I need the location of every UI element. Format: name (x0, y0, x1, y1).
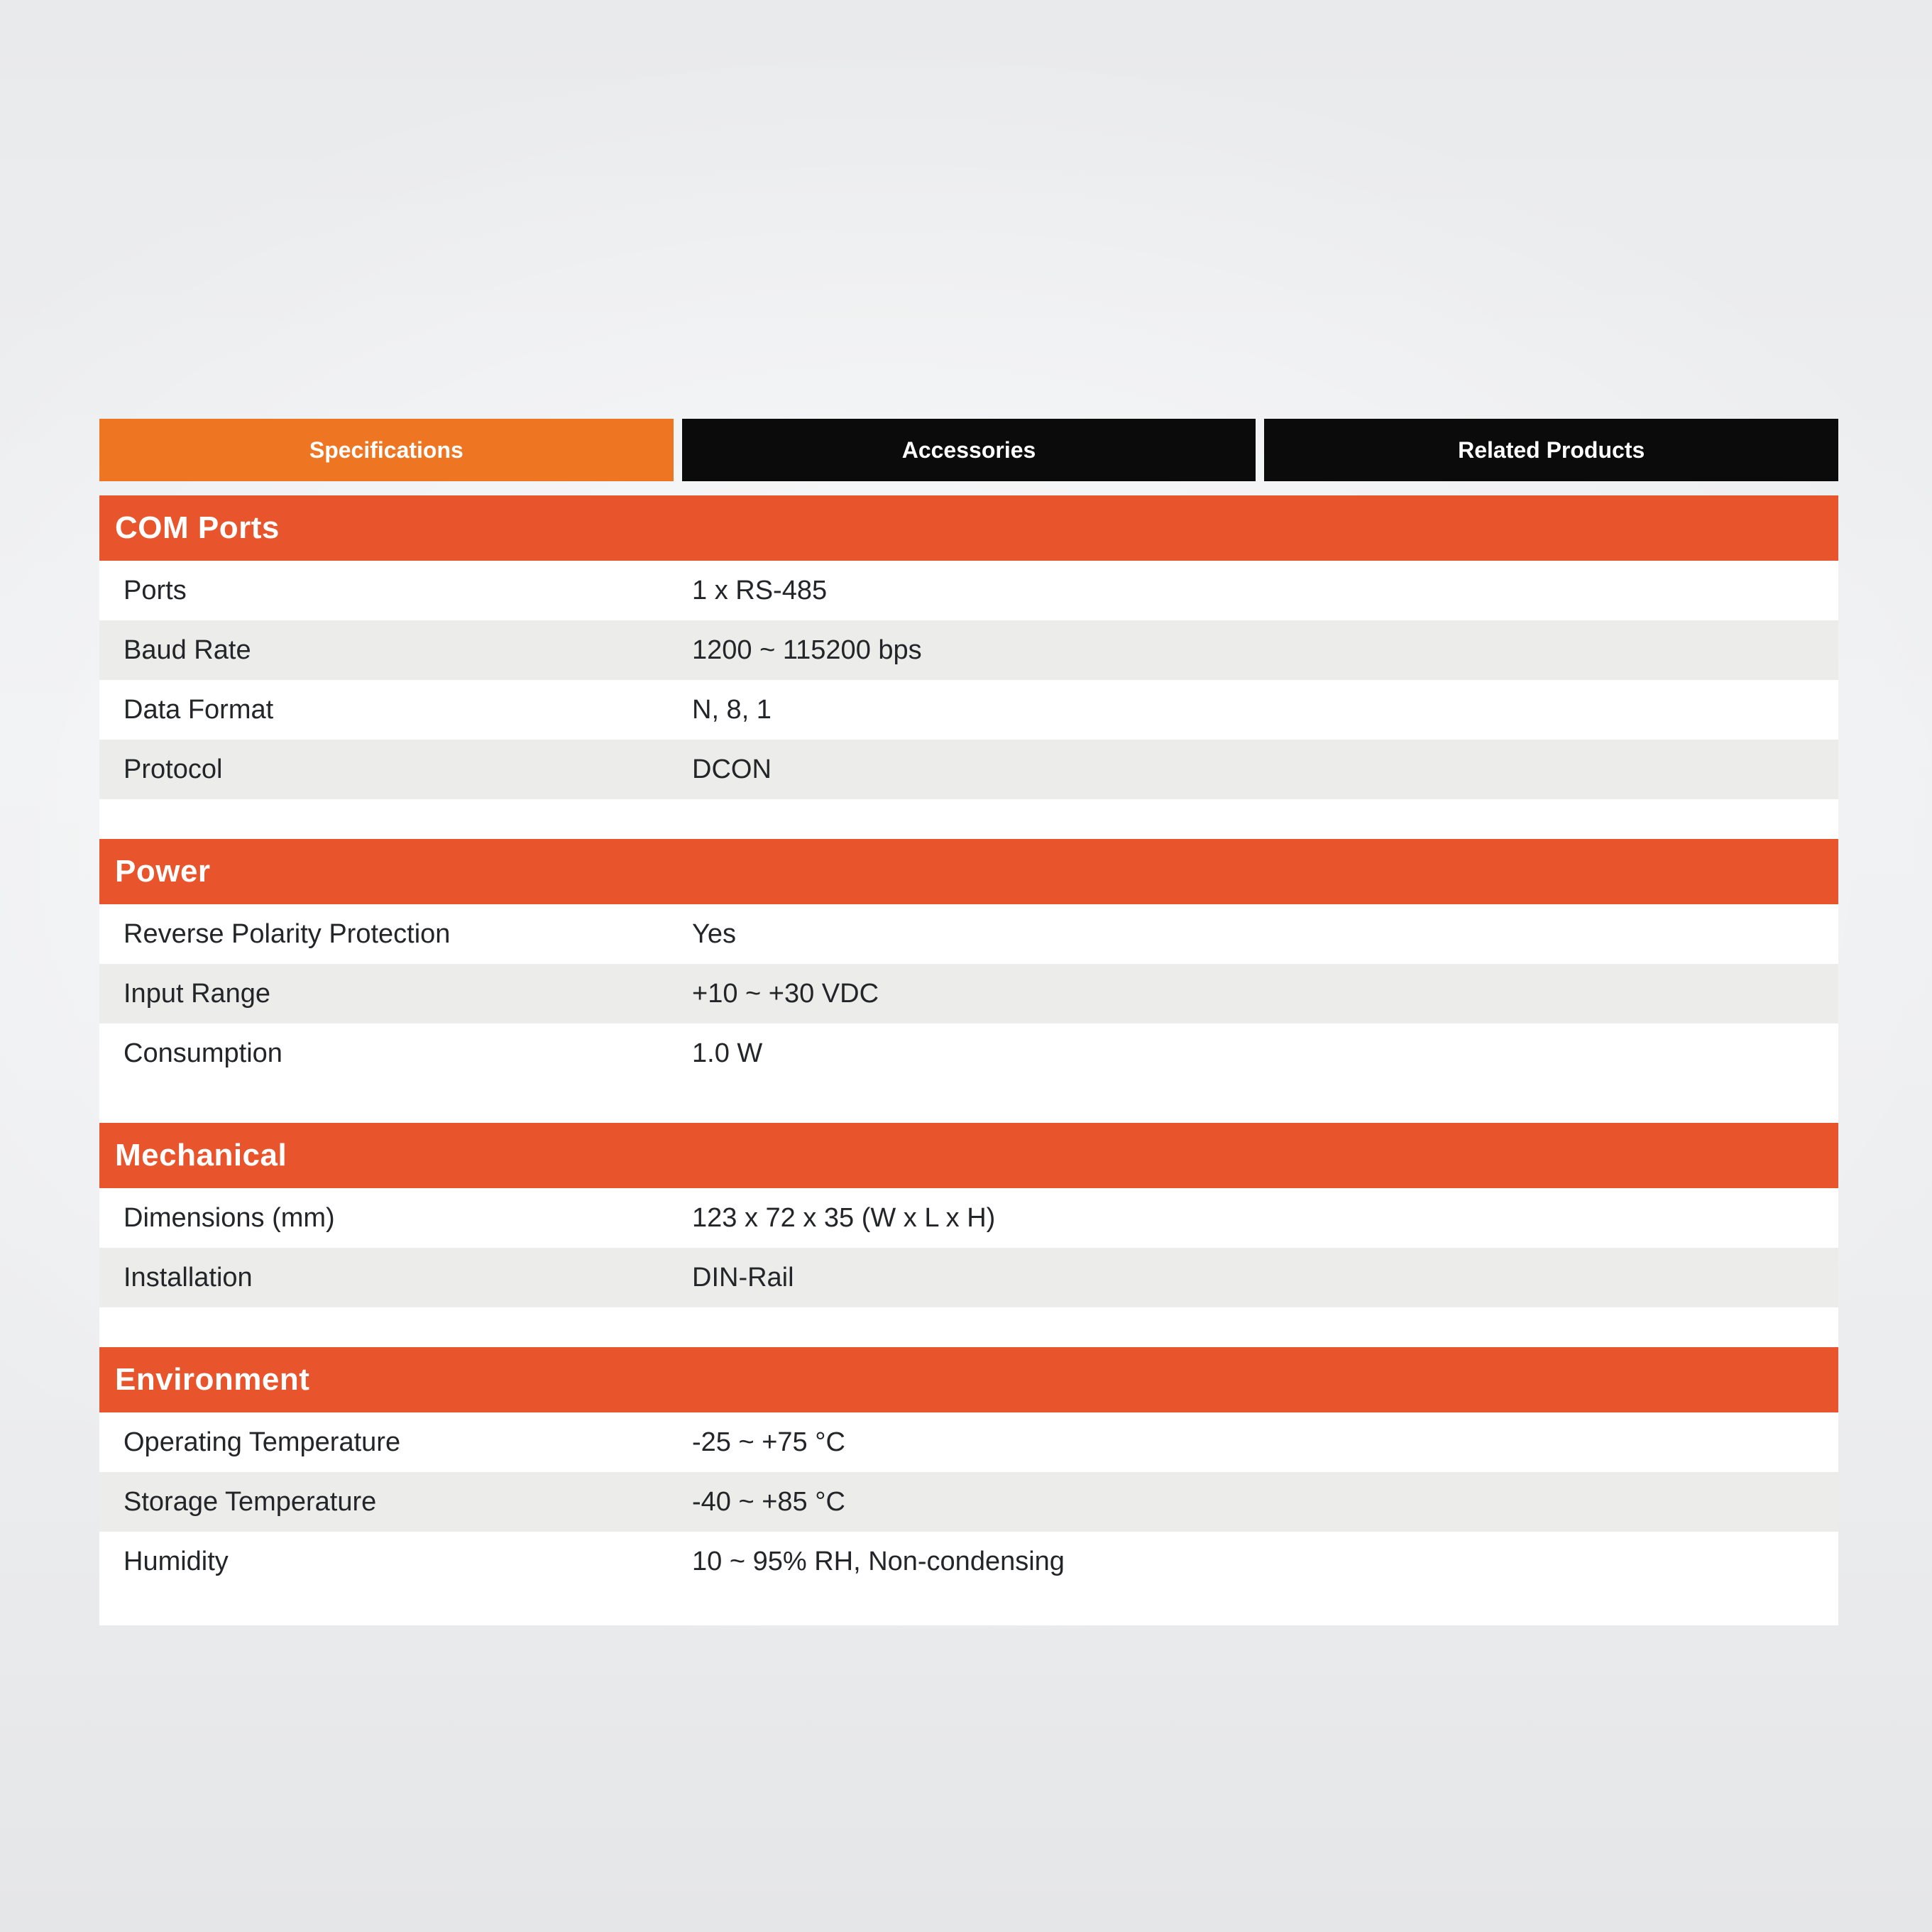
spec-label: Data Format (124, 694, 274, 725)
product-spec-content: Specifications Accessories Related Produ… (99, 419, 1839, 1625)
spec-section-power: Power Reverse Polarity Protection Yes Input… (99, 839, 1838, 1083)
spec-label: Consumption (124, 1038, 282, 1068)
spec-value: 10 ~ 95% RH, Non-condensing (692, 1546, 1065, 1576)
spec-value: Yes (692, 918, 736, 949)
tab-bar: Specifications Accessories Related Produ… (99, 419, 1839, 481)
spec-value: -25 ~ +75 °C (692, 1427, 845, 1457)
spec-value: 1.0 W (692, 1038, 763, 1068)
section-header-mechanical: Mechanical (99, 1123, 1838, 1188)
spec-value: DCON (692, 754, 772, 784)
spec-section-environment: Environment Operating Temperature -25 ~ +7… (99, 1347, 1838, 1591)
spec-value: 1200 ~ 115200 bps (692, 635, 922, 665)
section-header-power: Power (99, 839, 1838, 904)
section-header-com-ports: COM Ports (99, 495, 1838, 561)
spec-label: Operating Temperature (124, 1427, 401, 1457)
spec-row-input-range: Input Range +10 ~ +30 VDC (99, 964, 1838, 1023)
spec-row-ports: Ports 1 x RS-485 (99, 561, 1838, 620)
spec-row-baud-rate: Baud Rate 1200 ~ 115200 bps (99, 620, 1838, 680)
specifications-table: COM Ports Ports 1 x RS-485 Baud Rate 1200 ~ … (99, 495, 1838, 1625)
spec-value: -40 ~ +85 °C (692, 1486, 845, 1517)
spec-row-protocol: Protocol DCON (99, 740, 1838, 799)
spec-section-com-ports: COM Ports Ports 1 x RS-485 Baud Rate 1200 ~ … (99, 495, 1838, 799)
spec-section-mechanical: Mechanical Dimensions (mm) 123 x 72 x 35 (… (99, 1123, 1838, 1307)
spec-value: 1 x RS-485 (692, 575, 828, 605)
spec-value: N, 8, 1 (692, 694, 772, 725)
spec-label: Protocol (124, 754, 223, 784)
spec-label: Humidity (124, 1546, 229, 1576)
tab-related-products[interactable]: Related Products (1264, 419, 1839, 481)
tab-specifications[interactable]: Specifications (99, 419, 674, 481)
spec-label: Input Range (124, 978, 271, 1009)
spec-row-data-format: Data Format N, 8, 1 (99, 680, 1838, 740)
spec-value: DIN-Rail (692, 1262, 794, 1292)
spec-label: Baud Rate (124, 635, 251, 665)
tab-accessories[interactable]: Accessories (681, 419, 1256, 481)
spec-row-operating-temperature: Operating Temperature -25 ~ +75 °C (99, 1412, 1838, 1472)
section-header-environment: Environment (99, 1347, 1838, 1412)
spec-value: 123 x 72 x 35 (W x L x H) (692, 1202, 996, 1233)
spec-label: Ports (124, 575, 187, 605)
spec-label: Dimensions (mm) (124, 1202, 335, 1233)
spec-row-installation: Installation DIN-Rail (99, 1248, 1838, 1307)
spec-row-humidity: Humidity 10 ~ 95% RH, Non-condensing (99, 1532, 1838, 1591)
spec-row-dimensions-mm: Dimensions (mm) 123 x 72 x 35 (W x L x H) (99, 1188, 1838, 1248)
spec-row-reverse-polarity-protection: Reverse Polarity Protection Yes (99, 904, 1838, 964)
spec-label: Reverse Polarity Protection (124, 918, 451, 949)
spec-label: Installation (124, 1262, 253, 1292)
spec-row-consumption: Consumption 1.0 W (99, 1023, 1838, 1083)
spec-row-storage-temperature: Storage Temperature -40 ~ +85 °C (99, 1472, 1838, 1532)
spec-value: +10 ~ +30 VDC (692, 978, 879, 1009)
spec-label: Storage Temperature (124, 1486, 377, 1517)
